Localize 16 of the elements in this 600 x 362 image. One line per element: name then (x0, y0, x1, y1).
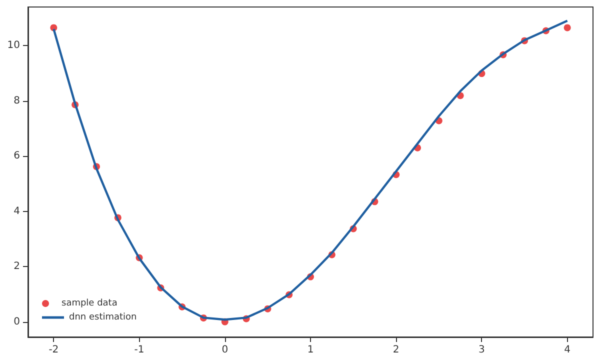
x-tick-label: 2 (392, 344, 400, 356)
x-tick-label: 4 (564, 344, 571, 356)
y-tick-label: 0 (14, 316, 20, 328)
x-tick-label: 0 (222, 344, 228, 356)
point (564, 24, 571, 32)
y-tick-label: 6 (14, 150, 20, 162)
x-tick-label: -2 (48, 344, 59, 356)
x-tick-label: 1 (307, 344, 314, 356)
y-tick-label: 4 (14, 206, 20, 217)
y-tick-label: 8 (14, 95, 20, 106)
y-tick-label: 10 (7, 40, 20, 52)
x-tick-label: 3 (478, 344, 485, 356)
legend-label: sample data (62, 298, 118, 308)
y-tick-label: 2 (14, 261, 20, 272)
x-tick-label: -1 (134, 344, 144, 356)
legend-label: dnn estimation (69, 312, 137, 322)
